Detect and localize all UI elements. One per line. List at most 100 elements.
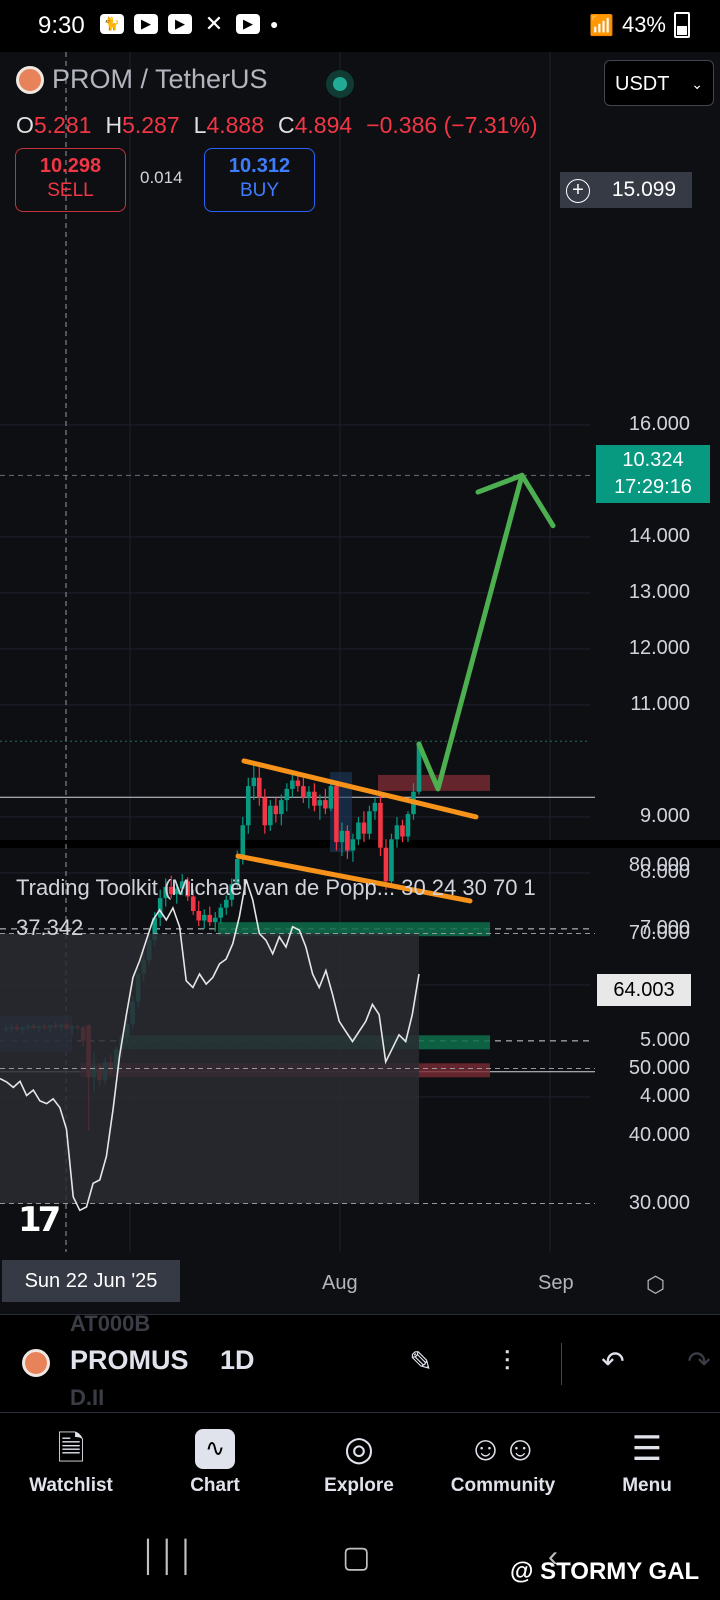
price-axis-label: 13.000 (628, 580, 690, 603)
nav-watchlist[interactable]: 🗎 Watchlist (6, 1423, 136, 1497)
symbol-header[interactable]: PROM / TetherUS (16, 64, 268, 95)
candle-body (378, 802, 383, 848)
x-icon: ✕ (204, 11, 224, 36)
chart-settings-button[interactable]: ⬡ (646, 1272, 666, 1297)
candle-body (290, 780, 295, 789)
spread-value: 0.014 (140, 168, 183, 187)
candle-body (234, 858, 240, 885)
status-time: 9:30 (38, 12, 85, 39)
sell-button[interactable]: 10.298 SELL (15, 148, 126, 212)
add-alert-button[interactable]: + (560, 172, 596, 208)
plus-icon: + (566, 179, 590, 204)
price-chart-svg[interactable] (0, 52, 720, 1314)
undo-icon: ↶ (601, 1346, 625, 1377)
prom-logo-icon (16, 65, 44, 94)
indicator-title[interactable]: Trading Toolkit (Michaël van de Popp... … (16, 875, 536, 900)
drawing-tools-button[interactable]: ✎ (398, 1339, 444, 1385)
candle-body (301, 786, 306, 798)
candle-body (367, 811, 372, 834)
recents-button[interactable]: │││ (140, 1540, 197, 1573)
cat-icon: 🐈 (100, 14, 124, 34)
candle-body (372, 802, 378, 812)
candle-body (279, 800, 284, 815)
candle-body (168, 886, 174, 895)
notification-icons: 🐈 ▶ ▶ ✕ ▶ ● (100, 11, 279, 36)
ohlc-low: L4.888 (193, 112, 264, 138)
dot-icon: ● (270, 16, 279, 32)
redo-icon: ↷ (687, 1346, 711, 1377)
sell-price: 10.298 (39, 155, 102, 177)
candle-body (284, 788, 290, 801)
nav-community[interactable]: ☺☺ Community (438, 1423, 568, 1497)
target-arrow-line (416, 472, 525, 792)
time-label-sep: Sep (538, 1272, 574, 1294)
community-icon: ☺☺ (468, 1430, 538, 1468)
ohlc-open: O5.281 (16, 112, 92, 138)
candle-body (339, 830, 345, 843)
indicator-axis-label: 70.000 (628, 921, 690, 944)
buy-price: 10.312 (228, 155, 291, 177)
nav-chart-label: Chart (190, 1475, 240, 1496)
candle-body (356, 822, 361, 840)
price-axis-label: 8.000 (639, 860, 690, 883)
compass-icon: ◎ (344, 1430, 374, 1468)
indicators-button[interactable]: ⫶ (484, 1339, 530, 1385)
candle-body (405, 814, 411, 837)
market-open-icon (326, 70, 354, 98)
price-axis-label: 4.000 (639, 1084, 690, 1107)
system-navigation: │││ ▢ ‹ (0, 1522, 720, 1600)
candle-body (196, 910, 202, 921)
candle-body (163, 886, 168, 899)
channel-upper-line (241, 758, 479, 820)
nav-chart[interactable]: ∿ Chart (150, 1423, 280, 1497)
chart-icon: ∿ (195, 1429, 235, 1469)
candle-body (179, 881, 185, 889)
nav-menu[interactable]: ☰ Menu (582, 1423, 712, 1497)
indicator-price-label: 64.003 (597, 974, 691, 1006)
back-button[interactable]: ‹ (548, 1540, 558, 1573)
candle-body (295, 780, 301, 787)
indicator-axis-label: 80.000 (628, 854, 690, 876)
symbol-selector[interactable]: PROMUS (70, 1345, 189, 1375)
candle-body (218, 907, 224, 918)
menu-icon: ☰ (631, 1430, 663, 1468)
price-axis-label: 11.000 (630, 692, 690, 715)
tradingview-logo: 17 (18, 1200, 61, 1240)
support-zone-green (218, 922, 490, 937)
candle-body (334, 786, 339, 843)
bar-countdown: 17:29:16 (614, 476, 692, 498)
price-axis-label: 16.000 (628, 412, 690, 435)
crosshair-date-label: Sun 22 Jun '25 (2, 1260, 180, 1302)
interval-selector[interactable]: 1D (220, 1345, 255, 1375)
candle-body (229, 884, 235, 900)
indicator-line (0, 879, 420, 1212)
ghost-text-top: AT000B (70, 1311, 151, 1336)
channel-lower-line (235, 853, 473, 904)
nav-watchlist-label: Watchlist (29, 1475, 113, 1496)
last-price-label: 10.324 17:29:16 (596, 445, 710, 503)
ghost-text-bottom: D.II (70, 1385, 105, 1410)
candle-body (185, 881, 191, 897)
buy-button[interactable]: 10.312 BUY (204, 148, 315, 212)
undo-button[interactable]: ↶ (590, 1339, 636, 1385)
candle-body (174, 888, 180, 895)
price-axis-label: 7.000 (639, 916, 690, 939)
status-right: 📶 43% (589, 12, 690, 38)
home-button[interactable]: ▢ (342, 1541, 371, 1574)
watchlist-icon: 🗎 (57, 1430, 85, 1468)
ohlc-legend: O5.281 H5.287 L4.888 C4.894 −0.386 (−7.3… (16, 112, 538, 139)
symbol-name[interactable]: PROM / TetherUS (52, 64, 268, 94)
indicator-axis-label: 50.000 (628, 1056, 690, 1079)
candle-body (350, 839, 356, 851)
watermark-text: @ STORMY GAL (510, 1558, 700, 1585)
candle-body (268, 805, 273, 826)
symbol-logo-icon (22, 1349, 50, 1377)
currency-select[interactable]: USDT ⌄ (604, 60, 714, 106)
chart-toolbar: AT000B PROMUS 1D D.II ✎ ⫶ ↶ ↷ (0, 1311, 720, 1413)
candle-body (257, 777, 262, 798)
redo-button[interactable]: ↷ (676, 1339, 720, 1385)
indicator-axis-label: 30.000 (628, 1191, 690, 1214)
candle-body (245, 786, 251, 826)
candle-body (212, 917, 218, 923)
nav-explore[interactable]: ◎ Explore (294, 1423, 424, 1497)
